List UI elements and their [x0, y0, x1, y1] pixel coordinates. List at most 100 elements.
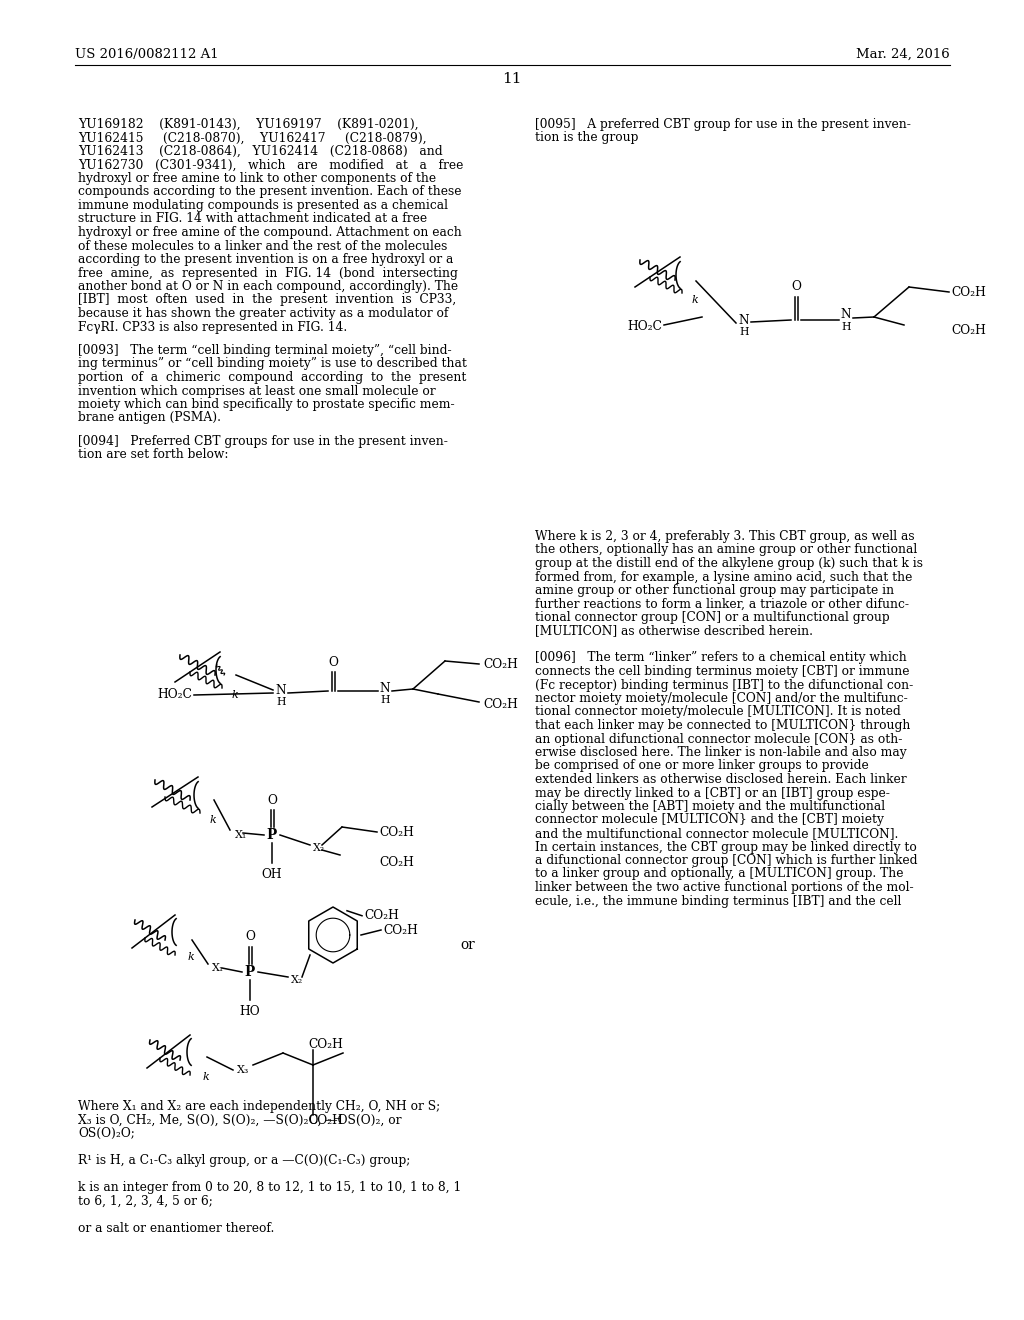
Text: tional connector moiety/molecule [MULTICON]. It is noted: tional connector moiety/molecule [MULTIC… — [535, 705, 901, 718]
Text: [0095]   A preferred CBT group for use in the present inven-: [0095] A preferred CBT group for use in … — [535, 117, 911, 131]
Text: CO₂H: CO₂H — [951, 323, 986, 337]
Text: to a linker group and optionally, a [MULTICON] group. The: to a linker group and optionally, a [MUL… — [535, 867, 903, 880]
Text: connects the cell binding terminus moiety [CBT] or immune: connects the cell binding terminus moiet… — [535, 665, 909, 678]
Text: CO₂H: CO₂H — [379, 825, 414, 838]
Text: N: N — [841, 309, 851, 322]
Text: tional connector group [CON] or a multifunctional group: tional connector group [CON] or a multif… — [535, 611, 890, 624]
Text: be comprised of one or more linker groups to provide: be comprised of one or more linker group… — [535, 759, 868, 772]
Text: k: k — [203, 1072, 210, 1082]
Text: H: H — [276, 697, 286, 708]
Text: O: O — [245, 931, 255, 944]
Text: H: H — [380, 696, 390, 705]
Text: extended linkers as otherwise disclosed herein. Each linker: extended linkers as otherwise disclosed … — [535, 774, 906, 785]
Text: the others, optionally has an amine group or other functional: the others, optionally has an amine grou… — [535, 544, 918, 557]
Text: because it has shown the greater activity as a modulator of: because it has shown the greater activit… — [78, 308, 449, 319]
Text: YU162415     (C218-0870),    YU162417     (C218-0879),: YU162415 (C218-0870), YU162417 (C218-087… — [78, 132, 427, 144]
Text: nector moiety moiety/molecule [CON] and/or the multifunc-: nector moiety moiety/molecule [CON] and/… — [535, 692, 907, 705]
Text: brane antigen (PSMA).: brane antigen (PSMA). — [78, 412, 221, 425]
Text: a difunctional connector group [CON] which is further linked: a difunctional connector group [CON] whi… — [535, 854, 918, 867]
Text: (Fc receptor) binding terminus [IBT] to the difunctional con-: (Fc receptor) binding terminus [IBT] to … — [535, 678, 913, 692]
Text: that each linker may be connected to [MULTICON} through: that each linker may be connected to [MU… — [535, 719, 910, 733]
Text: P: P — [245, 965, 255, 979]
Text: structure in FIG. 14 with attachment indicated at a free: structure in FIG. 14 with attachment ind… — [78, 213, 427, 226]
Text: may be directly linked to a [CBT] or an [IBT] group espe-: may be directly linked to a [CBT] or an … — [535, 787, 890, 800]
Text: O: O — [328, 656, 338, 668]
Text: P: P — [267, 828, 278, 842]
Text: CO₂H: CO₂H — [308, 1039, 343, 1052]
Text: [0093]   The term “cell binding terminal moiety”, “cell bind-: [0093] The term “cell binding terminal m… — [78, 345, 452, 356]
Text: H: H — [739, 327, 749, 337]
Text: group at the distill end of the alkylene group (k) such that k is: group at the distill end of the alkylene… — [535, 557, 923, 570]
Text: H: H — [842, 322, 851, 333]
Text: X₃: X₃ — [237, 1065, 250, 1074]
Text: erwise disclosed here. The linker is non-labile and also may: erwise disclosed here. The linker is non… — [535, 746, 906, 759]
Text: R¹ is H, a C₁-C₃ alkyl group, or a —C(O)(C₁-C₃) group;: R¹ is H, a C₁-C₃ alkyl group, or a —C(O)… — [78, 1154, 411, 1167]
Text: HO: HO — [240, 1005, 260, 1018]
Text: moiety which can bind specifically to prostate specific mem-: moiety which can bind specifically to pr… — [78, 399, 455, 411]
Text: YU169182    (K891-0143),    YU169197    (K891-0201),: YU169182 (K891-0143), YU169197 (K891-020… — [78, 117, 419, 131]
Text: immune modulating compounds is presented as a chemical: immune modulating compounds is presented… — [78, 199, 449, 213]
Text: X₁: X₁ — [212, 964, 224, 973]
Text: cially between the [ABT] moiety and the multifunctional: cially between the [ABT] moiety and the … — [535, 800, 885, 813]
Text: formed from, for example, a lysine amino acid, such that the: formed from, for example, a lysine amino… — [535, 570, 912, 583]
Text: OS(O)₂O;: OS(O)₂O; — [78, 1127, 135, 1140]
Text: an optional difunctional connector molecule [CON} as oth-: an optional difunctional connector molec… — [535, 733, 902, 746]
Text: YU162413    (C218-0864),   YU162414   (C218-0868)   and: YU162413 (C218-0864), YU162414 (C218-086… — [78, 145, 442, 158]
Text: k: k — [188, 952, 195, 962]
Text: [0096]   The term “linker” refers to a chemical entity which: [0096] The term “linker” refers to a che… — [535, 652, 906, 664]
Text: CO₂H: CO₂H — [364, 909, 399, 923]
Text: X₂: X₂ — [313, 843, 326, 853]
Text: or: or — [460, 939, 475, 952]
Text: k: k — [232, 690, 239, 700]
Text: connector molecule [MULTICON} and the [CBT] moiety: connector molecule [MULTICON} and the [C… — [535, 813, 884, 826]
Text: to 6, 1, 2, 3, 4, 5 or 6;: to 6, 1, 2, 3, 4, 5 or 6; — [78, 1195, 213, 1208]
Text: 11: 11 — [502, 73, 522, 86]
Text: HO₂C: HO₂C — [157, 689, 193, 701]
Text: amine group or other functional group may participate in: amine group or other functional group ma… — [535, 583, 894, 597]
Text: Where k is 2, 3 or 4, preferably 3. This CBT group, as well as: Where k is 2, 3 or 4, preferably 3. This… — [535, 531, 914, 543]
Text: X₂: X₂ — [291, 975, 303, 985]
Text: according to the present invention is on a free hydroxyl or a: according to the present invention is on… — [78, 253, 454, 267]
Text: CO₂H: CO₂H — [308, 1114, 343, 1126]
Text: X₃ is O, CH₂, Me, S(O), S(O)₂, —S(O)₂O, —OS(O)₂, or: X₃ is O, CH₂, Me, S(O), S(O)₂, —S(O)₂O, … — [78, 1114, 401, 1126]
Text: ing terminus” or “cell binding moiety” is use to described that: ing terminus” or “cell binding moiety” i… — [78, 358, 467, 371]
Text: k: k — [692, 294, 698, 305]
Text: tion is the group: tion is the group — [535, 132, 638, 144]
Text: [0094]   Preferred CBT groups for use in the present inven-: [0094] Preferred CBT groups for use in t… — [78, 436, 447, 447]
Text: In certain instances, the CBT group may be linked directly to: In certain instances, the CBT group may … — [535, 841, 916, 854]
Text: linker between the two active functional portions of the mol-: linker between the two active functional… — [535, 880, 913, 894]
Text: and the multifunctional connector molecule [MULTICON].: and the multifunctional connector molecu… — [535, 828, 898, 840]
Text: O: O — [267, 793, 276, 807]
Text: YU162730   (C301-9341),   which   are   modified   at   a   free: YU162730 (C301-9341), which are modified… — [78, 158, 464, 172]
Text: HO₂C: HO₂C — [627, 321, 662, 334]
Text: of these molecules to a linker and the rest of the molecules: of these molecules to a linker and the r… — [78, 239, 447, 252]
Text: compounds according to the present invention. Each of these: compounds according to the present inven… — [78, 186, 462, 198]
Text: free  amine,  as  represented  in  FIG. 14  (bond  intersecting: free amine, as represented in FIG. 14 (b… — [78, 267, 458, 280]
Text: further reactions to form a linker, a triazole or other difunc-: further reactions to form a linker, a tr… — [535, 598, 909, 610]
Text: OH: OH — [262, 869, 283, 880]
Text: Where X₁ and X₂ are each independently CH₂, O, NH or S;: Where X₁ and X₂ are each independently C… — [78, 1100, 440, 1113]
Text: ecule, i.e., the immune binding terminus [IBT] and the cell: ecule, i.e., the immune binding terminus… — [535, 895, 901, 908]
Text: CO₂H: CO₂H — [379, 857, 414, 870]
Text: [MULTICON] as otherwise described herein.: [MULTICON] as otherwise described herein… — [535, 624, 813, 638]
Text: k is an integer from 0 to 20, 8 to 12, 1 to 15, 1 to 10, 1 to 8, 1: k is an integer from 0 to 20, 8 to 12, 1… — [78, 1181, 461, 1195]
Text: hydroxyl or free amine to link to other components of the: hydroxyl or free amine to link to other … — [78, 172, 436, 185]
Text: CO₂H: CO₂H — [383, 924, 418, 936]
Text: N: N — [738, 314, 750, 326]
Text: O: O — [792, 281, 801, 293]
Text: N: N — [275, 685, 287, 697]
Text: US 2016/0082112 A1: US 2016/0082112 A1 — [75, 48, 219, 61]
Text: CO₂H: CO₂H — [483, 657, 518, 671]
Text: CO₂H: CO₂H — [951, 285, 986, 298]
Text: Mar. 24, 2016: Mar. 24, 2016 — [856, 48, 950, 61]
Text: or a salt or enantiomer thereof.: or a salt or enantiomer thereof. — [78, 1221, 274, 1234]
Text: [IBT]  most  often  used  in  the  present  invention  is  CP33,: [IBT] most often used in the present inv… — [78, 293, 457, 306]
Text: another bond at O or N in each compound, accordingly). The: another bond at O or N in each compound,… — [78, 280, 458, 293]
Text: N: N — [380, 682, 390, 696]
Text: FcγRI. CP33 is also represented in FIG. 14.: FcγRI. CP33 is also represented in FIG. … — [78, 321, 347, 334]
Text: k: k — [210, 814, 217, 825]
Text: hydroxyl or free amine of the compound. Attachment on each: hydroxyl or free amine of the compound. … — [78, 226, 462, 239]
Text: CO₂H: CO₂H — [483, 697, 518, 710]
Text: portion  of  a  chimeric  compound  according  to  the  present: portion of a chimeric compound according… — [78, 371, 466, 384]
Text: X₁: X₁ — [234, 830, 247, 840]
